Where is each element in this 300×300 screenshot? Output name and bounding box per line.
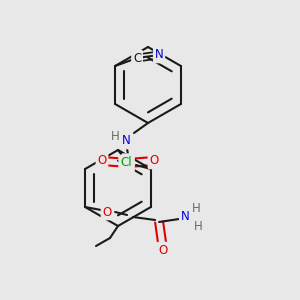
Text: H: H xyxy=(194,220,203,233)
Text: N: N xyxy=(155,49,164,62)
Text: O: O xyxy=(149,154,159,167)
Text: N: N xyxy=(181,211,190,224)
Text: O: O xyxy=(98,154,106,167)
Text: S: S xyxy=(123,155,133,170)
Text: O: O xyxy=(158,244,168,256)
Text: H: H xyxy=(111,130,119,143)
Text: Cl: Cl xyxy=(120,157,132,169)
Text: C: C xyxy=(133,52,141,64)
Text: N: N xyxy=(122,134,130,148)
Text: O: O xyxy=(103,206,112,218)
Text: H: H xyxy=(192,202,200,215)
